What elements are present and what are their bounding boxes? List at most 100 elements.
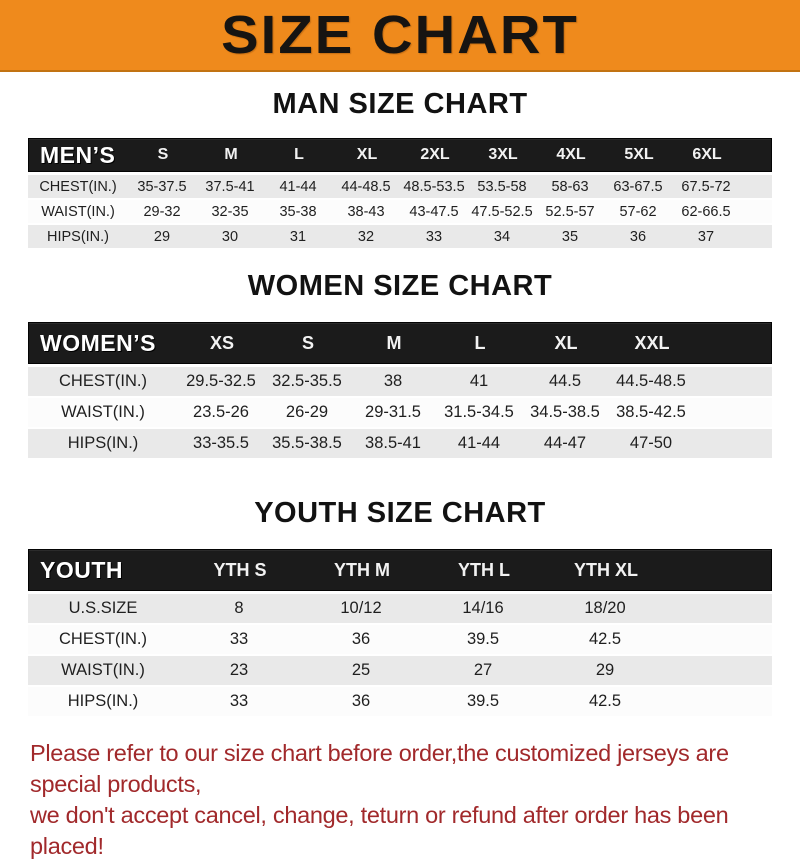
table-row: HIPS(IN.) 33 36 39.5 42.5 <box>28 687 772 716</box>
size-value-cell: 52.5-57 <box>545 203 595 220</box>
row-spacer <box>694 398 772 427</box>
size-value-cell: 30 <box>221 228 239 245</box>
size-column-header: 6XL <box>692 146 722 163</box>
header-spacer <box>667 550 771 590</box>
header-spacer <box>695 323 771 363</box>
footer-notice: Please refer to our size chart before or… <box>30 738 800 862</box>
size-value-cell: 53.5-58 <box>477 178 527 195</box>
row-label: CHEST(IN.) <box>59 372 147 390</box>
size-value-cell: 35-38 <box>279 203 317 220</box>
size-value-cell: 43-47.5 <box>409 203 459 220</box>
size-value-cell: 37 <box>697 228 715 245</box>
size-value-cell: 58-63 <box>551 178 589 195</box>
size-column-header: XL <box>554 332 578 353</box>
table-header-label: WOMEN’S <box>40 329 156 356</box>
size-value-cell: 29 <box>153 228 171 245</box>
size-value-cell: 35-37.5 <box>137 178 187 195</box>
size-value-cell: 14/16 <box>462 599 504 617</box>
size-value-cell: 10/12 <box>340 599 382 617</box>
man-section-title: MAN SIZE CHART <box>272 88 528 120</box>
row-spacer <box>666 687 772 716</box>
size-column-header: L <box>294 146 304 163</box>
notice-line-1: Please refer to our size chart before or… <box>30 740 729 797</box>
row-label: HIPS(IN.) <box>46 228 110 245</box>
notice-line-2: we don't accept cancel, change, teturn o… <box>30 802 729 859</box>
size-value-cell: 32 <box>357 228 375 245</box>
size-value-cell: 57-62 <box>619 203 657 220</box>
table-row: CHEST(IN.) 35-37.5 37.5-41 41-44 44-48.5 48.5… <box>28 175 772 198</box>
size-value-cell: 47.5-52.5 <box>471 203 533 220</box>
row-label: HIPS(IN.) <box>67 692 139 710</box>
size-value-cell: 36 <box>351 630 371 648</box>
size-column-header: M <box>386 332 402 353</box>
size-value-cell: 23.5-26 <box>193 403 249 421</box>
size-value-cell: 34.5-38.5 <box>530 403 600 421</box>
size-value-cell: 18/20 <box>584 599 626 617</box>
size-value-cell: 48.5-53.5 <box>403 178 465 195</box>
table-row: WAIST(IN.) 23 25 27 29 <box>28 656 772 685</box>
size-value-cell: 29-32 <box>143 203 181 220</box>
size-value-cell: 31.5-34.5 <box>444 403 514 421</box>
size-value-cell: 34 <box>493 228 511 245</box>
size-value-cell: 33 <box>425 228 443 245</box>
size-value-cell: 41-44 <box>457 434 501 452</box>
size-value-cell: 62-66.5 <box>681 203 731 220</box>
size-value-cell: 63-67.5 <box>613 178 663 195</box>
table-row: WAIST(IN.) 23.5-26 26-29 29-31.5 31.5-34.5 34… <box>28 398 772 427</box>
row-spacer <box>740 175 772 198</box>
size-column-header: XS <box>209 332 234 353</box>
size-value-cell: 44.5 <box>548 372 582 390</box>
banner-title: SIZE CHART <box>221 5 579 65</box>
size-value-cell: 27 <box>473 661 493 679</box>
row-spacer <box>694 367 772 396</box>
row-label: WAIST(IN.) <box>61 661 145 679</box>
size-column-header: S <box>157 146 169 163</box>
table-header-label: YOUTH <box>40 556 123 583</box>
size-column-header: YTH XL <box>573 559 638 580</box>
table-row: HIPS(IN.) 33-35.5 35.5-38.5 38.5-41 41-44 44-… <box>28 429 772 458</box>
size-value-cell: 33 <box>229 692 249 710</box>
man-size-table: MEN’S S M L XL 2XL 3XL 4XL 5XL 6XL CHEST(IN.) 35-37… <box>28 138 772 248</box>
row-label: U.S.SIZE <box>68 599 138 617</box>
size-value-cell: 35.5-38.5 <box>272 434 342 452</box>
size-column-header: 5XL <box>624 146 654 163</box>
table-header-row: YOUTH YTH S YTH M YTH L YTH XL <box>28 549 772 591</box>
size-column-header: YTH S <box>213 559 267 580</box>
size-column-header: XL <box>356 146 378 163</box>
table-row: U.S.SIZE 8 10/12 14/16 18/20 <box>28 594 772 623</box>
size-value-cell: 39.5 <box>466 630 500 648</box>
size-value-cell: 29 <box>595 661 615 679</box>
size-column-header: 3XL <box>488 146 518 163</box>
table-row: HIPS(IN.) 29 30 31 32 33 34 35 36 37 <box>28 225 772 248</box>
size-column-header: 4XL <box>556 146 586 163</box>
row-label: HIPS(IN.) <box>67 434 139 452</box>
size-value-cell: 33 <box>229 630 249 648</box>
row-spacer <box>666 594 772 623</box>
header-spacer <box>741 139 771 171</box>
size-value-cell: 32-35 <box>211 203 249 220</box>
table-row: WAIST(IN.) 29-32 32-35 35-38 38-43 43-47.5 47.… <box>28 200 772 223</box>
size-value-cell: 47-50 <box>629 434 673 452</box>
size-column-header: L <box>474 332 486 353</box>
size-column-header: YTH L <box>458 559 510 580</box>
size-value-cell: 26-29 <box>285 403 329 421</box>
size-value-cell: 44-48.5 <box>341 178 391 195</box>
row-spacer <box>694 429 772 458</box>
row-label: CHEST(IN.) <box>39 178 117 195</box>
size-column-header: S <box>301 332 314 353</box>
size-value-cell: 36 <box>351 692 371 710</box>
youth-section-title: YOUTH SIZE CHART <box>254 497 546 529</box>
banner: SIZE CHART <box>0 0 800 72</box>
women-section-title: WOMEN SIZE CHART <box>247 270 553 302</box>
row-spacer <box>740 225 772 248</box>
row-spacer <box>666 656 772 685</box>
size-value-cell: 41 <box>469 372 489 390</box>
size-value-cell: 29-31.5 <box>365 403 421 421</box>
size-value-cell: 38.5-41 <box>365 434 421 452</box>
table-header-label: MEN’S <box>40 141 116 168</box>
size-value-cell: 42.5 <box>588 692 622 710</box>
table-row: CHEST(IN.) 29.5-32.5 32.5-35.5 38 41 44.5 44.5… <box>28 367 772 396</box>
youth-size-table: YOUTH YTH S YTH M YTH L YTH XL U.S.SIZE 8 10/12… <box>28 549 772 716</box>
size-value-cell: 8 <box>234 599 244 617</box>
